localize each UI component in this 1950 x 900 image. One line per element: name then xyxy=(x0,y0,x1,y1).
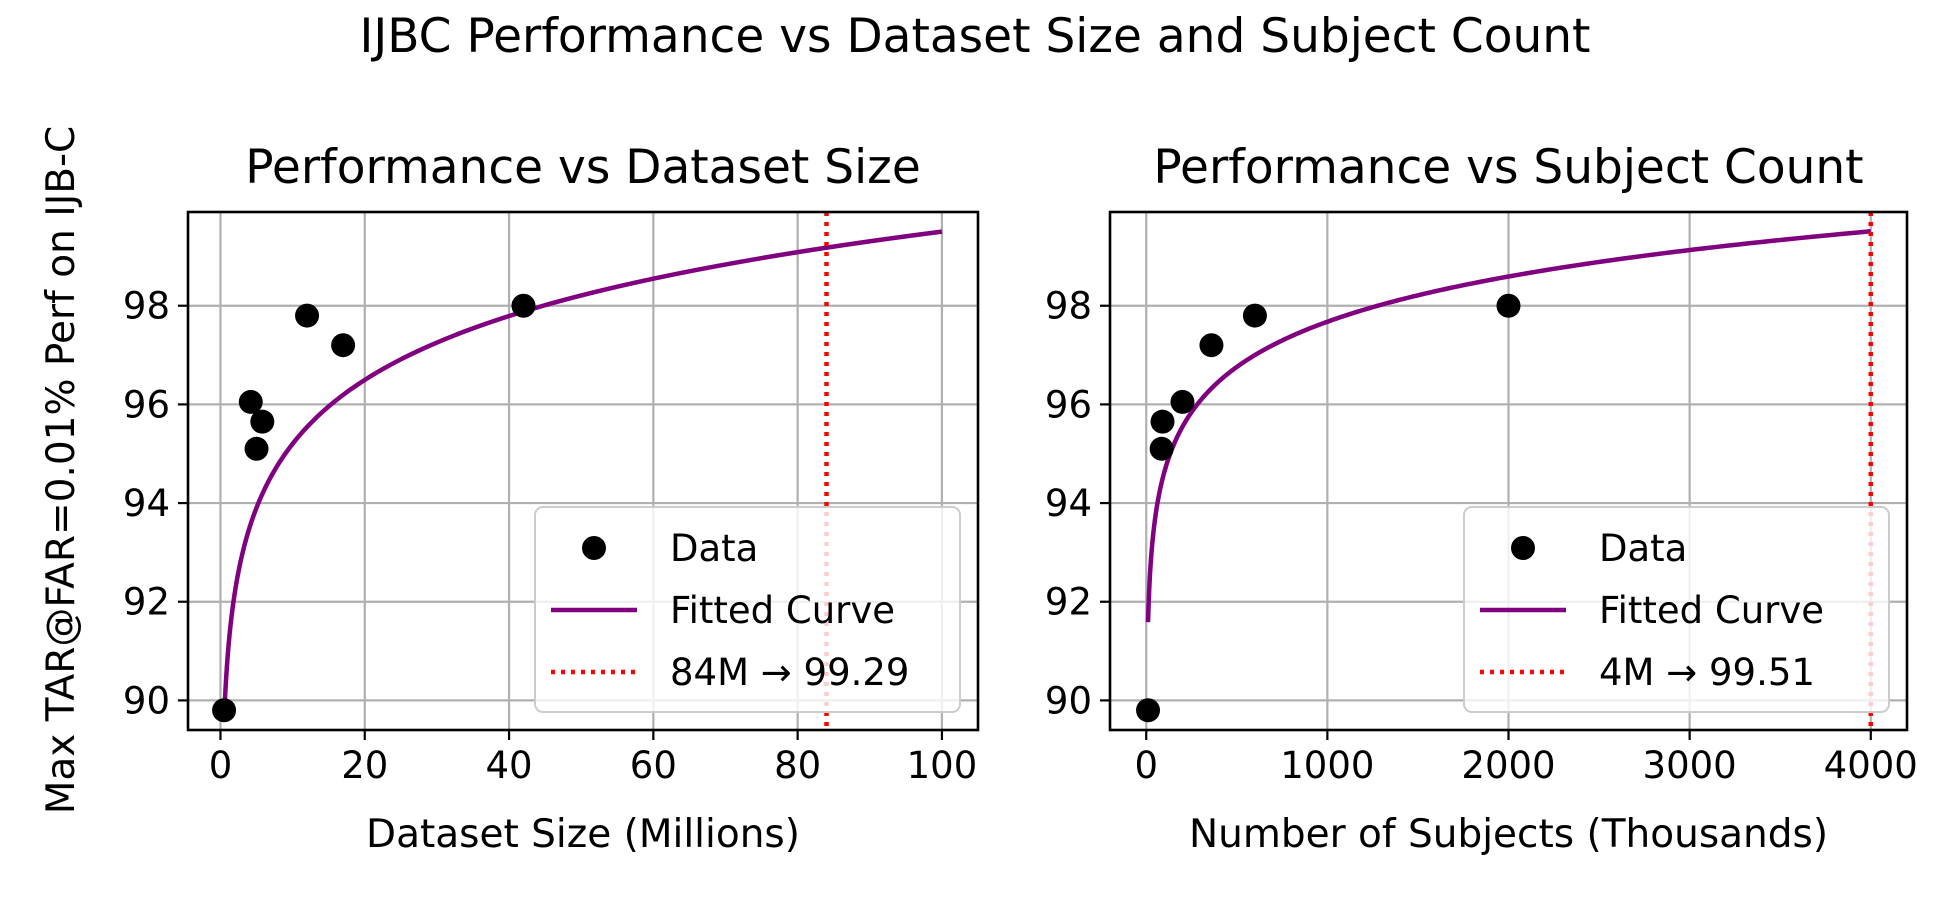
y-tick-label: 92 xyxy=(1045,581,1092,624)
legend-label: Fitted Curve xyxy=(670,589,895,632)
figure-title: IJBC Performance vs Dataset Size and Sub… xyxy=(360,9,1591,64)
data-point xyxy=(295,303,320,328)
data-point xyxy=(244,436,269,461)
x-tick-label: 3000 xyxy=(1643,744,1737,787)
data-point xyxy=(331,333,356,358)
legend: Data Fitted Curve 4M → 99.51 xyxy=(1463,506,1890,713)
x-axis-label: Dataset Size (Millions) xyxy=(366,812,800,857)
y-tick-label: 98 xyxy=(123,285,170,328)
y-tick-label: 98 xyxy=(1045,285,1092,328)
x-tick-label: 0 xyxy=(1134,744,1158,787)
data-point xyxy=(1496,293,1521,318)
data-point xyxy=(1170,389,1195,414)
x-tick-label: 1000 xyxy=(1280,744,1374,787)
data-point xyxy=(1150,409,1175,434)
x-tick-label: 40 xyxy=(486,744,533,787)
x-tick-label: 100 xyxy=(907,744,978,787)
y-tick-label: 94 xyxy=(1045,482,1092,525)
data-point xyxy=(1149,436,1174,461)
legend-label: Data xyxy=(1599,527,1687,570)
x-axis-label: Number of Subjects (Thousands) xyxy=(1189,812,1828,857)
dataset-size-chart: 0 20 40 60 80 100 90 92 94 96 98 Performance vs Dat… xyxy=(123,140,980,857)
data-point xyxy=(212,698,237,723)
legend: Data Fitted Curve 84M → 99.29 xyxy=(534,506,961,713)
data-point xyxy=(1199,333,1224,358)
y-tick-label: 90 xyxy=(123,679,170,722)
x-tick-label: 0 xyxy=(209,744,233,787)
data-point xyxy=(250,409,275,434)
x-tick-label: 80 xyxy=(774,744,821,787)
legend-marker-data xyxy=(582,536,606,560)
legend-marker-data xyxy=(1511,536,1535,560)
legend-label: Fitted Curve xyxy=(1599,589,1824,632)
panel-title: Performance vs Dataset Size xyxy=(245,140,921,195)
y-tick-label: 96 xyxy=(1045,383,1092,426)
y-tick-label: 92 xyxy=(123,581,170,624)
y-tick-label: 94 xyxy=(123,482,170,525)
legend-box xyxy=(1463,506,1890,713)
x-tick-label: 4000 xyxy=(1824,744,1918,787)
x-tick-label: 2000 xyxy=(1461,744,1555,787)
data-point xyxy=(511,293,536,318)
y-tick-label: 96 xyxy=(123,383,170,426)
y-tick-label: 90 xyxy=(1045,679,1092,722)
x-tick-label: 20 xyxy=(341,744,388,787)
data-point xyxy=(1136,698,1161,723)
legend-box xyxy=(534,506,961,713)
x-tick-label: 60 xyxy=(630,744,677,787)
axes-frame xyxy=(186,210,980,732)
panel-title: Performance vs Subject Count xyxy=(1153,140,1863,195)
fitted-curve xyxy=(1145,229,1871,623)
y-axis-label: Max TAR@FAR=0.01% Perf on IJB-C xyxy=(39,126,84,815)
data-point xyxy=(238,389,263,414)
subject-count-chart: 0 1000 2000 3000 4000 90 92 94 96 98 Performance v… xyxy=(1045,140,1918,857)
legend-label: Data xyxy=(670,527,758,570)
legend-label: 4M → 99.51 xyxy=(1599,651,1815,694)
legend-label: 84M → 99.29 xyxy=(670,651,909,694)
data-point xyxy=(1242,303,1267,328)
